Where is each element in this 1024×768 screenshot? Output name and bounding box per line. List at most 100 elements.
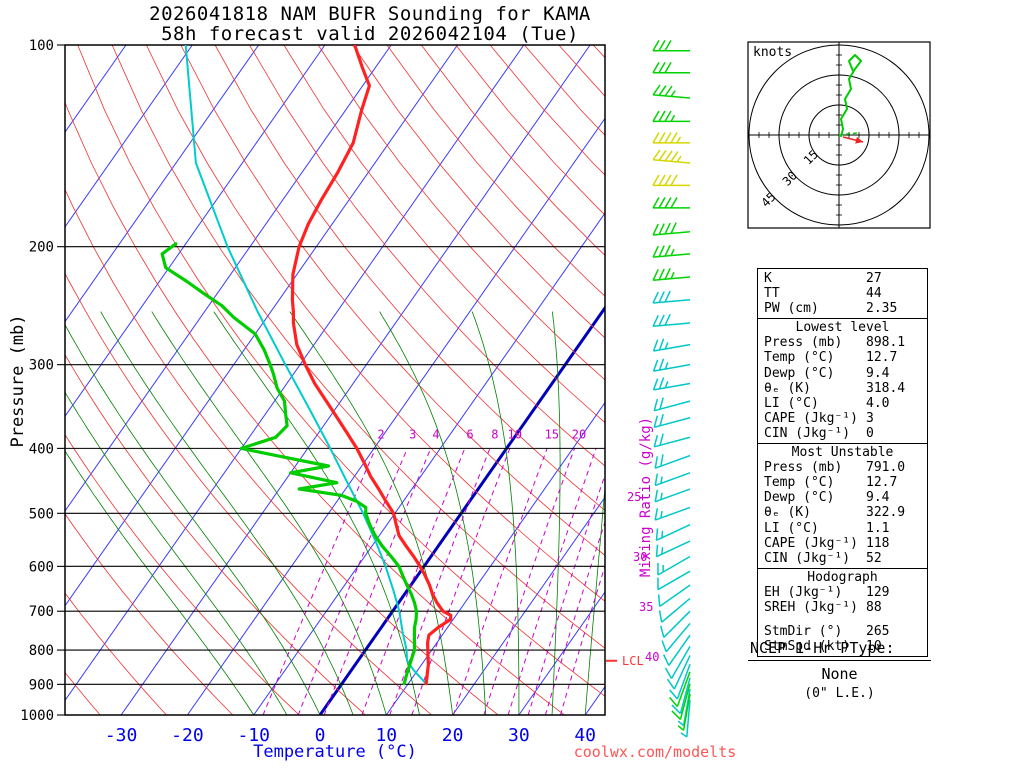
index-section-header: Hodograph	[807, 569, 878, 585]
wind-barb	[654, 472, 691, 487]
mixing-ratio-inner-label: 8	[491, 428, 498, 442]
pressure-tick-label: 100	[29, 38, 54, 54]
temperature-tick-label: 40	[574, 725, 596, 746]
index-row: CAPE (Jkg⁻¹) 118	[758, 536, 927, 551]
temperature-tick-label: 30	[508, 725, 530, 746]
mixing-ratio-right-label: 35	[639, 600, 653, 614]
isotherm-line	[452, 496, 605, 715]
dry-adiabat-line	[65, 272, 433, 715]
pressure-tick-label: 300	[29, 358, 54, 374]
wind-barb	[661, 597, 691, 623]
index-row: LI (°C) 4.0	[758, 396, 927, 411]
ptype-divider	[748, 660, 931, 661]
chart-title: 2026041818 NAM BUFR Sounding for KAMA	[149, 3, 591, 25]
index-label: CAPE (Jkg⁻¹)	[764, 535, 858, 551]
index-label: CAPE (Jkg⁻¹)	[764, 410, 858, 426]
dry-adiabat-line	[111, 45, 605, 649]
wind-barb	[682, 693, 691, 731]
wind-barb	[654, 506, 691, 521]
index-value: 27	[866, 271, 882, 286]
index-label: PW (cm)	[764, 301, 819, 317]
index-label: θₑ (K)	[764, 380, 811, 396]
wind-barb	[682, 689, 691, 726]
dry-adiabat-line	[65, 101, 565, 715]
index-value: 318.4	[866, 380, 906, 396]
index-row: PW (cm) 2.35	[758, 301, 927, 316]
mixing-ratio-inner-label: 4	[432, 428, 439, 442]
index-value: 12.7	[866, 475, 898, 491]
index-label: TT	[764, 286, 780, 302]
wind-barb	[653, 322, 691, 328]
index-label: K	[764, 271, 772, 286]
index-value: 88	[866, 599, 882, 615]
ptype-title: NCEP 1-Hr PType:	[750, 639, 895, 657]
isotherm-line	[186, 117, 605, 715]
ptype-detail: (0" L.E.)	[804, 686, 875, 701]
temperature-tick-label: -30	[105, 725, 138, 746]
plot-border	[64, 44, 606, 716]
wind-barb	[654, 488, 691, 503]
moist-adiabat-line	[65, 323, 321, 715]
dry-adiabat-line	[317, 45, 605, 381]
index-value: 9.4	[866, 365, 890, 381]
temperature-tick-label: 0	[315, 725, 326, 746]
wind-barb	[654, 400, 691, 412]
wind-barb	[653, 343, 691, 352]
pressure-tick-label: 900	[29, 677, 54, 693]
wind-barb-column	[652, 39, 691, 738]
index-label: CIN (Jkg⁻¹)	[764, 550, 851, 566]
index-row: Dewp (°C) 9.4	[758, 366, 927, 381]
pressure-tick-label: 400	[29, 441, 54, 457]
wind-barb	[670, 646, 691, 679]
index-row: Dewp (°C) 9.4	[758, 490, 927, 505]
index-value: 12.7	[866, 350, 898, 366]
dry-adiabat-line	[65, 592, 168, 715]
temperature-tick-label: -20	[171, 725, 204, 746]
wind-barb	[663, 610, 691, 638]
wind-barb	[676, 671, 691, 707]
dry-adiabat-line	[77, 45, 605, 697]
index-label: LI (°C)	[764, 520, 819, 536]
index-label: CIN (Jkg⁻¹)	[764, 425, 851, 441]
dewpoint-profile	[160, 242, 419, 686]
moist-adiabat-line	[151, 311, 387, 715]
index-section-header: Lowest level	[795, 320, 890, 336]
index-label: Temp (°C)	[764, 475, 835, 491]
index-label: Press (mb)	[764, 460, 843, 476]
pressure-axis-label: Pressure (mb)	[8, 314, 28, 448]
wind-barb	[659, 584, 691, 607]
wind-barb	[679, 683, 691, 720]
mixing-ratio-axis-label: Mixing Ratio (g/kg)	[638, 416, 654, 578]
temperature-profile	[290, 45, 453, 686]
dry-adiabat-line	[352, 45, 605, 339]
temperature-axis-label: Temperature (°C)	[253, 742, 417, 762]
mixing-ratio-line	[507, 448, 597, 715]
mixing-ratio-line	[560, 564, 605, 715]
isotherm-line	[385, 401, 605, 715]
dry-adiabat-line	[420, 45, 605, 256]
moist-adiabat-line	[65, 391, 288, 715]
index-value: 2.35	[866, 301, 898, 317]
wind-barb	[679, 677, 691, 714]
index-value: 10	[866, 639, 882, 655]
dry-adiabat-line	[249, 45, 605, 467]
ptype-value: None	[821, 665, 858, 683]
wind-barb	[657, 570, 691, 591]
index-value: 1.1	[866, 520, 890, 536]
mixing-ratio-inner-label: 15	[545, 428, 559, 442]
moist-adiabat-line	[551, 311, 561, 715]
watermark-link[interactable]: coolwx.com/modelts	[573, 743, 737, 761]
index-row: Temp (°C) 12.7	[758, 350, 927, 365]
index-label: θₑ (K)	[764, 505, 811, 521]
index-row: StmSpd (kt) 10	[758, 639, 927, 654]
pressure-tick-label: 800	[29, 643, 54, 659]
wind-barb	[654, 436, 691, 448]
wind-barb	[653, 298, 691, 304]
moist-adiabat-line	[379, 311, 487, 715]
index-label: LI (°C)	[764, 395, 819, 411]
mixing-ratio-line	[483, 448, 575, 715]
hodograph-trace-dashed	[838, 132, 858, 136]
isotherm-line	[65, 45, 193, 228]
dry-adiabat-line	[65, 188, 499, 715]
